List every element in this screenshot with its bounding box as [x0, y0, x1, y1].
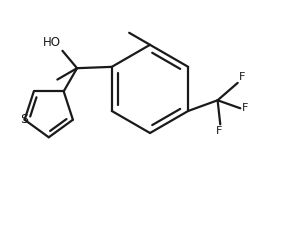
Text: S: S: [21, 113, 28, 126]
Text: HO: HO: [43, 36, 61, 50]
Text: F: F: [216, 126, 222, 136]
Text: F: F: [242, 103, 248, 113]
Text: F: F: [239, 72, 245, 82]
